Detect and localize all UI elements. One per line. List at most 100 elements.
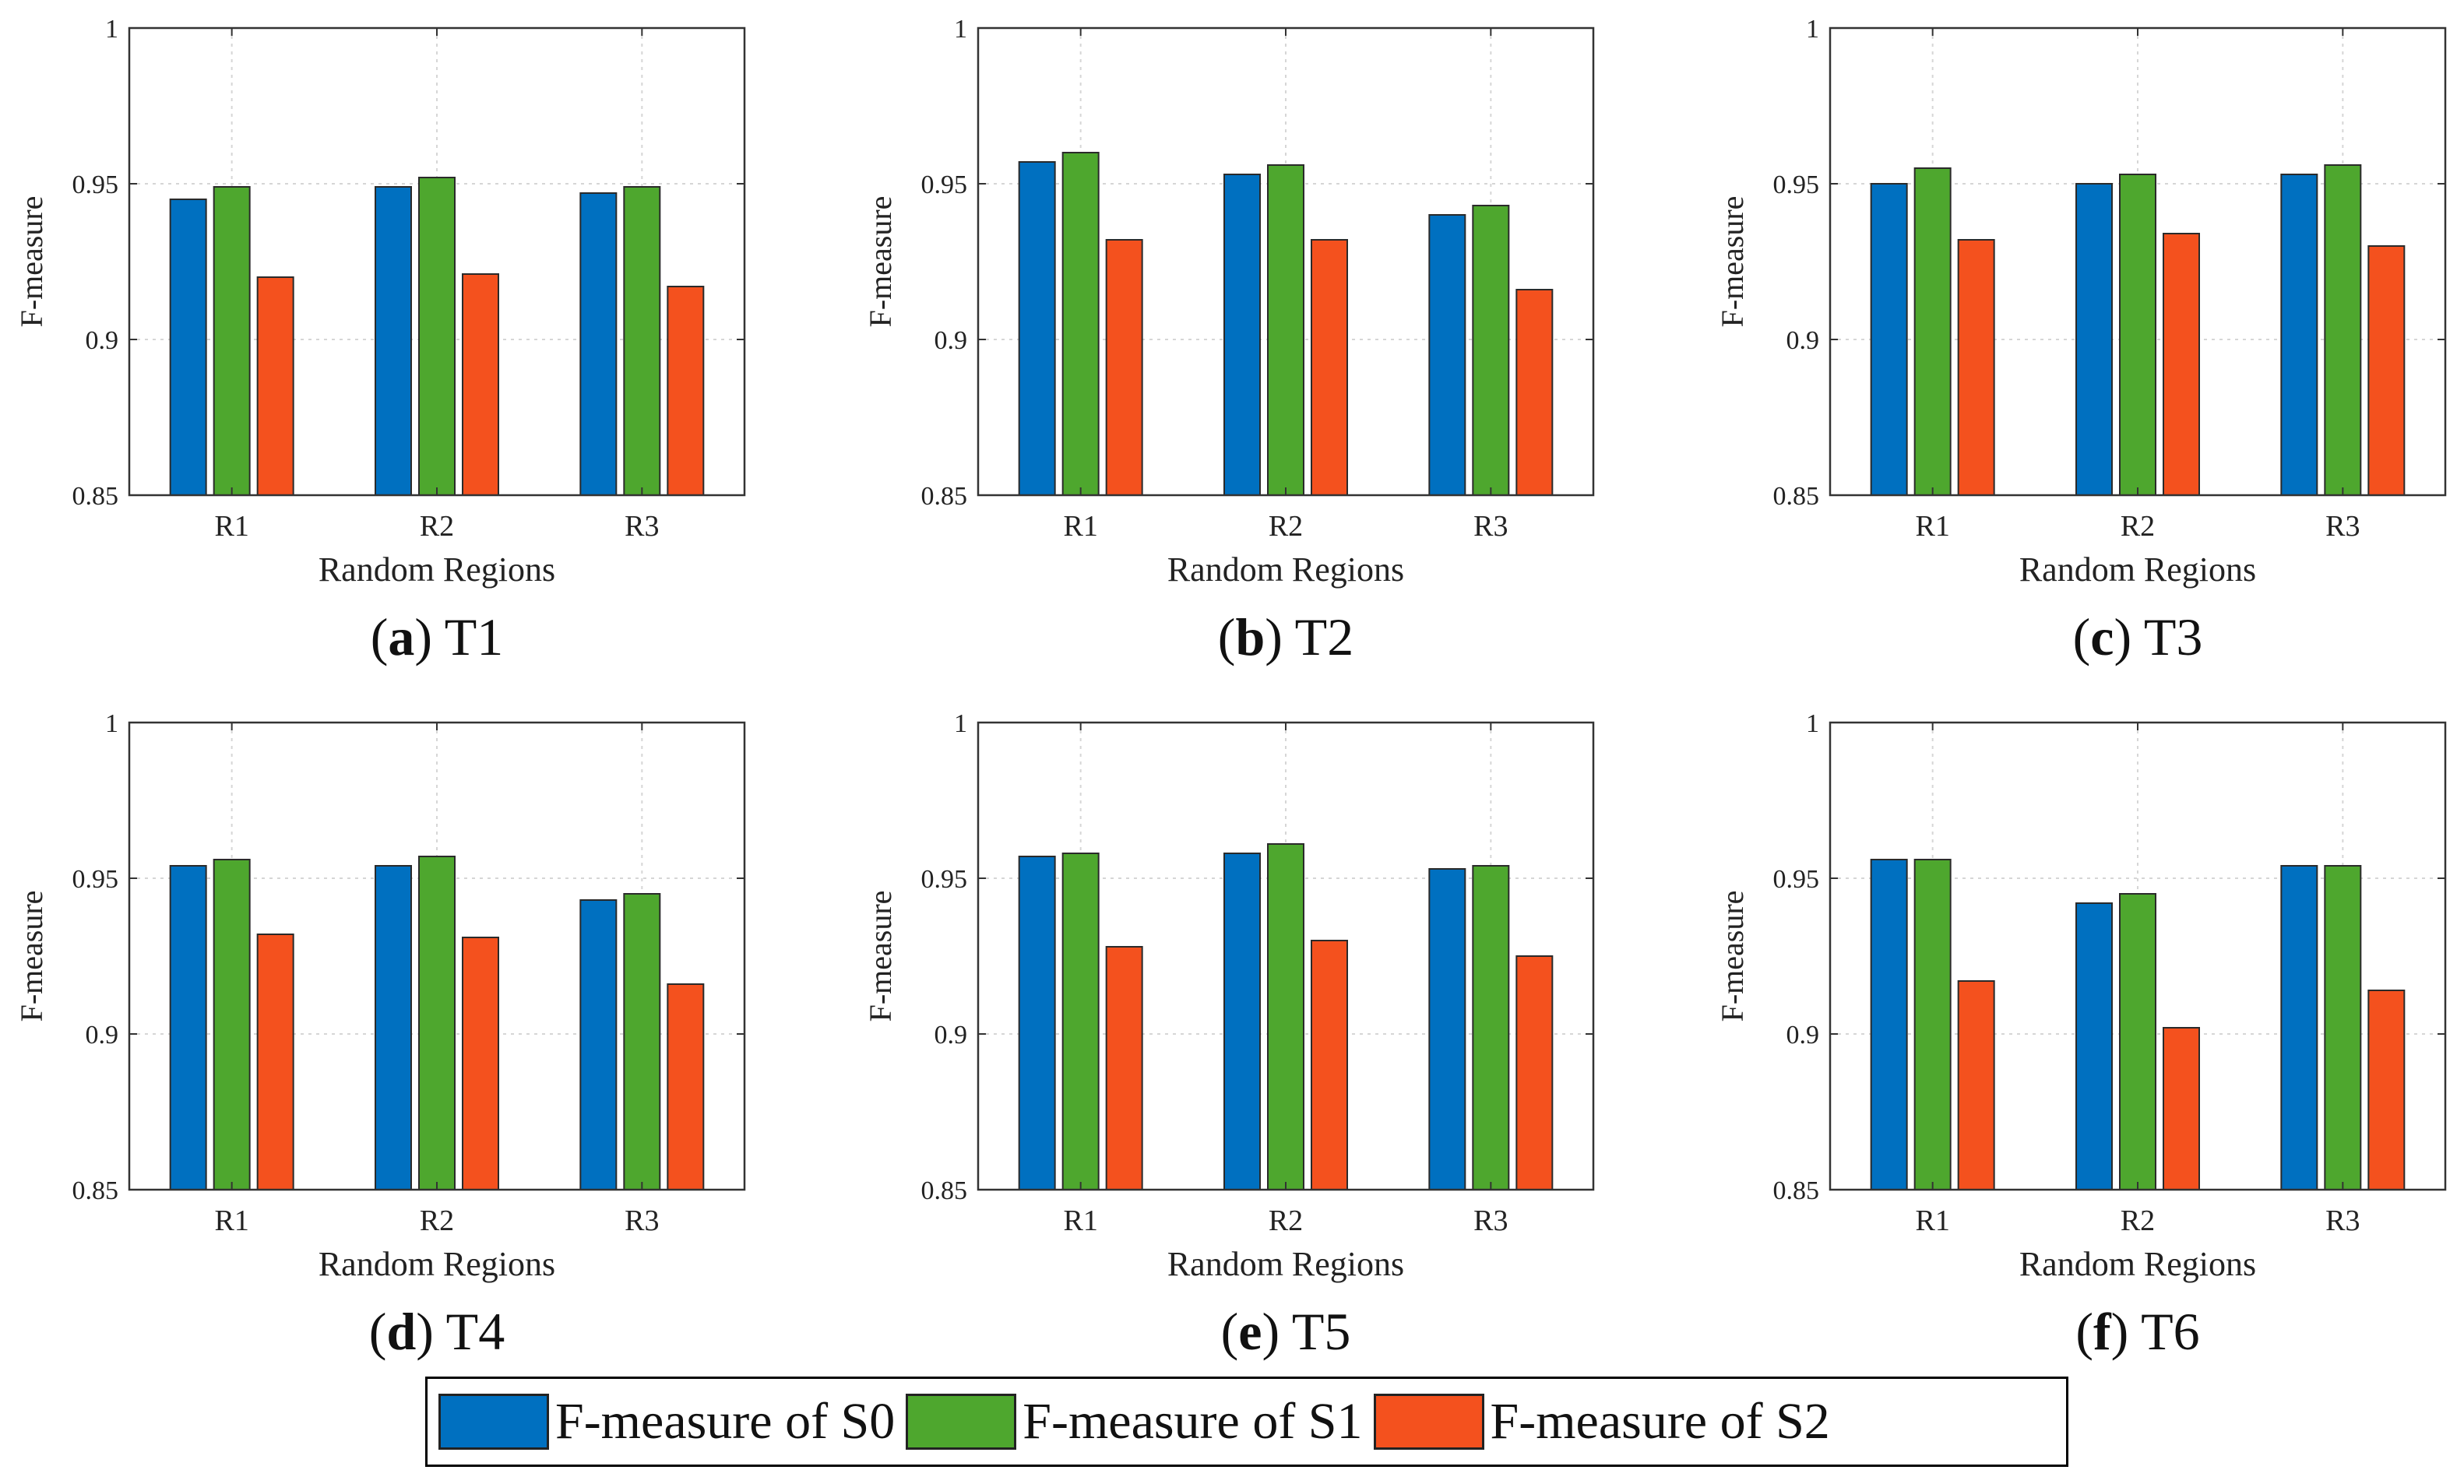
panel-c-bar-s0-r1	[1870, 183, 1908, 496]
panel-a-bar-s2-r1	[256, 276, 294, 496]
panel-e-bar-s0-r3	[1428, 868, 1466, 1190]
panel-b-bar-s0-r1	[1018, 161, 1056, 496]
panel-b-ylabel: F-measure	[863, 196, 898, 328]
panel-f-bar-s2-r1	[1957, 980, 1995, 1190]
panel-f-bar-s2-r2	[2163, 1027, 2200, 1190]
panel-b-bar-s1-r1	[1061, 152, 1100, 496]
legend: F-measure of S0 F-measure of S1 F-measur…	[425, 1377, 2068, 1467]
panel-c-xtick-label-r1: R1	[1915, 510, 1949, 543]
panel-b-xlabel: Random Regions	[1167, 550, 1404, 589]
panel-b-ytick-label: 0.85	[921, 482, 968, 511]
panel-b-xtick-label-r1: R1	[1063, 510, 1097, 543]
panel-a-ytick-label: 0.95	[72, 171, 119, 199]
panel-d-bar-s0-r2	[375, 865, 412, 1190]
panel-c-bar-s2-r1	[1957, 239, 1995, 496]
panel-c-xlabel: Random Regions	[2019, 550, 2256, 589]
panel-a-xlabel: Random Regions	[319, 550, 555, 589]
panel-b-ytick-label: 0.9	[935, 326, 968, 355]
legend-item-s2: F-measure of S2	[1373, 1392, 1830, 1451]
panel-b-xtick-label-r2: R2	[1269, 510, 1303, 543]
panel-f-bar-s1-r2	[2119, 893, 2156, 1190]
panel-e-bar-s2-r2	[1311, 940, 1348, 1190]
panel-c-bar-s1-r3	[2324, 164, 2362, 496]
panel-d-caption: (d) T4	[369, 1302, 505, 1361]
panel-a-ytick-label: 1	[105, 15, 118, 44]
panel-d-xtick-label-r2: R2	[420, 1204, 454, 1237]
panel-a-ytick-label: 0.85	[72, 482, 119, 511]
panel-f-ytick-label: 0.95	[1773, 865, 1820, 894]
panel-e-bar-s1-r2	[1267, 843, 1304, 1190]
panel-c-bar-s1-r2	[2119, 174, 2156, 496]
legend-swatch-s0	[438, 1394, 549, 1450]
panel-c-ytick-label: 0.9	[1786, 326, 1820, 355]
panel-d-ytick-label: 1	[105, 709, 118, 738]
legend-item-s0: F-measure of S0	[438, 1392, 895, 1451]
panel-e-bar-s1-r1	[1061, 853, 1100, 1190]
panel-a-bar-s1-r3	[623, 186, 661, 496]
panel-d-bar-s2-r2	[462, 937, 499, 1190]
panel-d-bar-s2-r1	[256, 934, 294, 1190]
panel-c-xtick-label-r3: R3	[2325, 510, 2360, 543]
panel-f-bar-s0-r2	[2075, 902, 2113, 1190]
panel-b-ytick-label: 1	[954, 15, 967, 44]
panel-e-ytick-label: 1	[954, 709, 967, 738]
panel-e-xtick-label-r1: R1	[1063, 1204, 1097, 1237]
panel-a-xtick-label-r2: R2	[420, 510, 454, 543]
legend-label-s2: F-measure of S2	[1490, 1393, 1830, 1450]
panel-c-bar-s0-r3	[2280, 174, 2318, 496]
panel-a-bar-s0-r3	[579, 192, 618, 496]
panel-a-caption: (a) T1	[371, 607, 504, 666]
panel-c-bar-s2-r3	[2367, 245, 2406, 496]
panel-e-xtick-label-r2: R2	[1269, 1204, 1303, 1237]
panel-a-bar-s0-r2	[375, 186, 412, 496]
panel-b-bar-s2-r3	[1515, 289, 1554, 496]
panel-f-caption: (f) T6	[2075, 1302, 2199, 1361]
panel-c-bar-s0-r2	[2075, 183, 2113, 496]
panel-d-bar-s1-r2	[418, 856, 456, 1190]
panel-a-bar-s0-r1	[169, 199, 207, 496]
panel-e-xtick-label-r3: R3	[1473, 1204, 1508, 1237]
panel-d-ytick-label: 0.85	[72, 1176, 119, 1205]
panel-a-ylabel: F-measure	[14, 196, 49, 328]
panel-e-ytick-label: 0.9	[935, 1021, 968, 1050]
panel-e-ytick-label: 0.95	[921, 865, 968, 894]
panel-d-ytick-label: 0.9	[86, 1021, 119, 1050]
panel-a-ytick-label: 0.9	[86, 326, 119, 355]
panel-d-xtick-label-r1: R1	[214, 1204, 248, 1237]
panel-e-bar-s2-r3	[1515, 955, 1554, 1190]
panel-a-bar-s2-r3	[667, 286, 705, 496]
panel-c-ylabel: F-measure	[1715, 196, 1750, 328]
panel-b-bar-s0-r3	[1428, 214, 1466, 496]
panel-f-bar-s0-r3	[2280, 865, 2318, 1190]
panel-b-caption: (b) T2	[1218, 607, 1353, 666]
panel-a-xtick-label-r3: R3	[625, 510, 659, 543]
panel-b-bar-s1-r2	[1267, 164, 1304, 496]
legend-swatch-s1	[906, 1394, 1017, 1450]
panel-a-bar-s1-r2	[418, 177, 456, 496]
panel-f-ylabel: F-measure	[1715, 891, 1750, 1022]
panel-a-bar-s2-r2	[462, 273, 499, 496]
panel-e-bar-s0-r2	[1223, 853, 1261, 1190]
panel-f-ytick-label: 0.85	[1773, 1176, 1820, 1205]
panel-d-bar-s2-r3	[667, 983, 705, 1190]
panel-b-xtick-label-r3: R3	[1473, 510, 1508, 543]
panel-f-bar-s1-r1	[1913, 859, 1952, 1190]
panel-f-bar-s1-r3	[2324, 865, 2362, 1190]
panel-d-bar-s1-r1	[213, 859, 251, 1190]
panel-f-xtick-label-r1: R1	[1915, 1204, 1949, 1237]
panel-f-ytick-label: 1	[1806, 709, 1819, 738]
panel-e-bar-s1-r3	[1472, 865, 1510, 1190]
panel-e-bar-s0-r1	[1018, 856, 1056, 1190]
legend-swatch-s2	[1373, 1394, 1484, 1450]
panel-f-xtick-label-r2: R2	[2121, 1204, 2155, 1237]
panel-c-bar-s1-r1	[1913, 167, 1952, 496]
legend-label-s1: F-measure of S1	[1023, 1393, 1363, 1450]
panel-d-xlabel: Random Regions	[319, 1245, 555, 1283]
panel-d-bar-s0-r1	[169, 865, 207, 1190]
legend-label-s0: F-measure of S0	[555, 1393, 896, 1450]
panel-d-ytick-label: 0.95	[72, 865, 119, 894]
panel-b-bar-s1-r3	[1472, 205, 1510, 496]
panel-e-xlabel: Random Regions	[1167, 1245, 1404, 1283]
panel-c-ytick-label: 0.85	[1773, 482, 1820, 511]
